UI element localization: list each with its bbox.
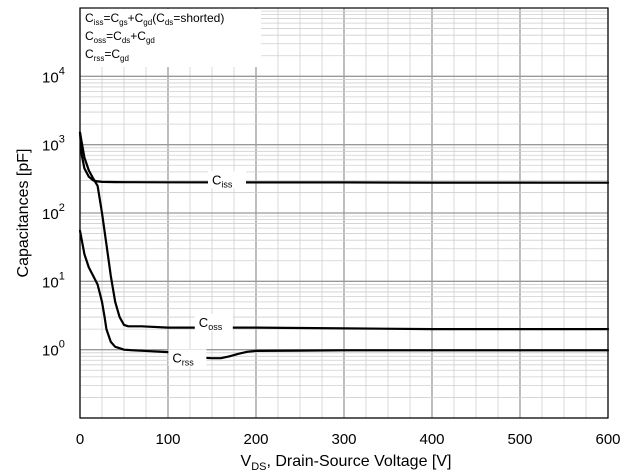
series-line-oss — [78, 131, 610, 331]
legend-entry: Ciss=Cgs+Cgd(Cds=shorted) — [85, 11, 224, 27]
series-line-iss — [78, 131, 610, 184]
y-tick-label: 103 — [42, 134, 65, 155]
y-tick-label: 101 — [42, 270, 65, 291]
y-tick-label: 102 — [42, 202, 65, 223]
series-label-oss: Coss — [199, 315, 223, 332]
legend-box — [81, 9, 261, 67]
x-tick-label: 200 — [243, 431, 268, 448]
grid — [79, 8, 609, 419]
series-label-bg — [194, 313, 233, 331]
plot-frame — [79, 7, 609, 419]
legend: Ciss=Cgs+Cgd(Cds=shorted) Coss=Cds+Cgd Crs… — [81, 9, 261, 67]
x-tick-label: 500 — [507, 431, 532, 448]
x-tick-label: 600 — [595, 431, 620, 448]
x-axis-title: VDS, Drain-Source Voltage [V] — [241, 453, 452, 473]
series-line-rss — [78, 229, 610, 360]
y-axis-title: Capacitances [pF] — [15, 149, 32, 278]
x-tick-label: 400 — [419, 431, 444, 448]
x-tick-label: 300 — [331, 431, 356, 448]
series-label-iss: Ciss — [212, 172, 233, 189]
legend-entry: Coss=Cds+Cgd — [85, 29, 155, 45]
y-tick-label: 100 — [42, 339, 65, 360]
x-tick-label: 100 — [155, 431, 180, 448]
series-label-bg — [208, 171, 246, 189]
y-tick-label: 104 — [42, 65, 65, 86]
x-tick-label: 0 — [76, 431, 84, 448]
series-layer: Ciss Coss Crss — [78, 131, 610, 367]
series-label-bg — [168, 349, 207, 367]
y-tick-labels: 100 101 102 103 104 — [42, 65, 65, 359]
legend-entry: Crss=Cgd — [85, 47, 129, 63]
series-label-rss: Crss — [172, 350, 194, 367]
x-tick-labels: 0 100 200 300 400 500 600 — [76, 431, 621, 448]
